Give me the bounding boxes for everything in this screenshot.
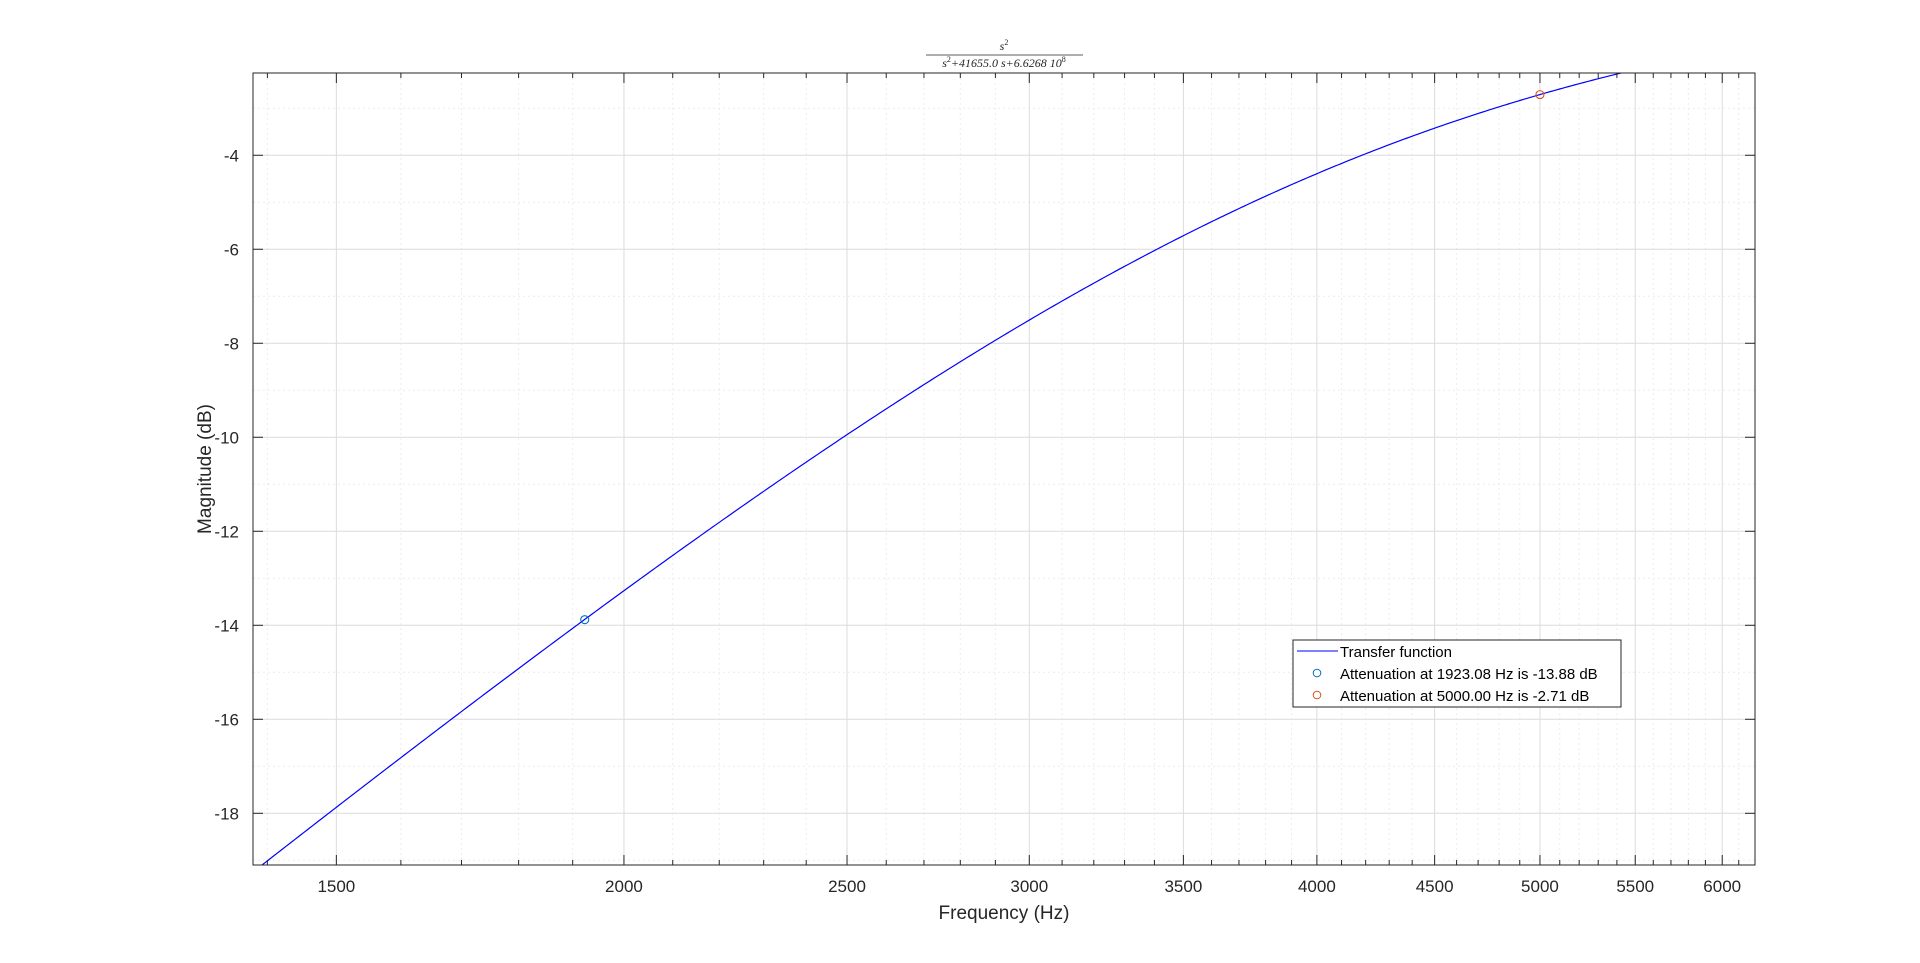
x-tick-label: 2000 — [605, 877, 643, 896]
y-tick-label: -14 — [214, 616, 239, 635]
major-grid — [253, 73, 1755, 865]
plot-area — [253, 73, 1755, 865]
attenuation-marker-1 — [580, 615, 590, 625]
x-tick-label: 5500 — [1616, 877, 1654, 896]
series-layer — [261, 73, 1624, 865]
x-tick-label: 1500 — [317, 877, 355, 896]
legend-marker-attenuation-1923 — [1312, 668, 1322, 678]
y-axis-label: Magnitude (dB) — [195, 404, 216, 534]
y-tick-labels: -18 -16 -14 -12 -10 -8 -6 -4 — [214, 146, 239, 823]
y-tick-label: -4 — [224, 146, 239, 165]
x-tick-label: 4000 — [1298, 877, 1336, 896]
x-tick-label: 3000 — [1010, 877, 1048, 896]
transfer-function-line — [261, 73, 1624, 865]
x-tick-label: 6000 — [1703, 877, 1741, 896]
x-tick-label: 4500 — [1416, 877, 1454, 896]
y-tick-label: -8 — [224, 334, 239, 353]
x-axis-label: Frequency (Hz) — [939, 903, 1070, 924]
x-tick-label: 2500 — [828, 877, 866, 896]
y-tick-label: -18 — [214, 804, 239, 823]
y-tick-label: -10 — [214, 428, 239, 447]
x-tick-labels: 1500 2000 2500 3000 3500 4000 4500 5000 5500 6000 — [317, 877, 1741, 896]
y-tick-label: -6 — [224, 240, 239, 259]
axis-ticks — [253, 73, 1755, 865]
x-tick-label: 5000 — [1521, 877, 1559, 896]
y-tick-label: -16 — [214, 710, 239, 729]
legend-box — [1292, 639, 1622, 708]
y-tick-label: -12 — [214, 522, 239, 541]
chart-title: s2 s2+41655.0 s+6.6268 108 — [926, 38, 1083, 70]
legend-label-attenuation-5000: Attenuation at 5000.00 Hz is -2.71 dB — [1340, 688, 1589, 705]
plot-frame — [252, 72, 1756, 866]
x-tick-label: 3500 — [1164, 877, 1202, 896]
minor-grid — [253, 73, 1755, 865]
title-denominator: s2+41655.0 s+6.6268 108 — [942, 55, 1066, 70]
title-numerator: s2 — [1000, 38, 1009, 53]
legend: Transfer function Attenuation at 1923.08… — [1292, 639, 1622, 708]
legend-label-transfer-function: Transfer function — [1340, 644, 1452, 661]
legend-label-attenuation-1923: Attenuation at 1923.08 Hz is -13.88 dB — [1340, 666, 1598, 683]
attenuation-marker-2 — [1535, 90, 1545, 100]
legend-marker-attenuation-5000 — [1312, 690, 1322, 700]
